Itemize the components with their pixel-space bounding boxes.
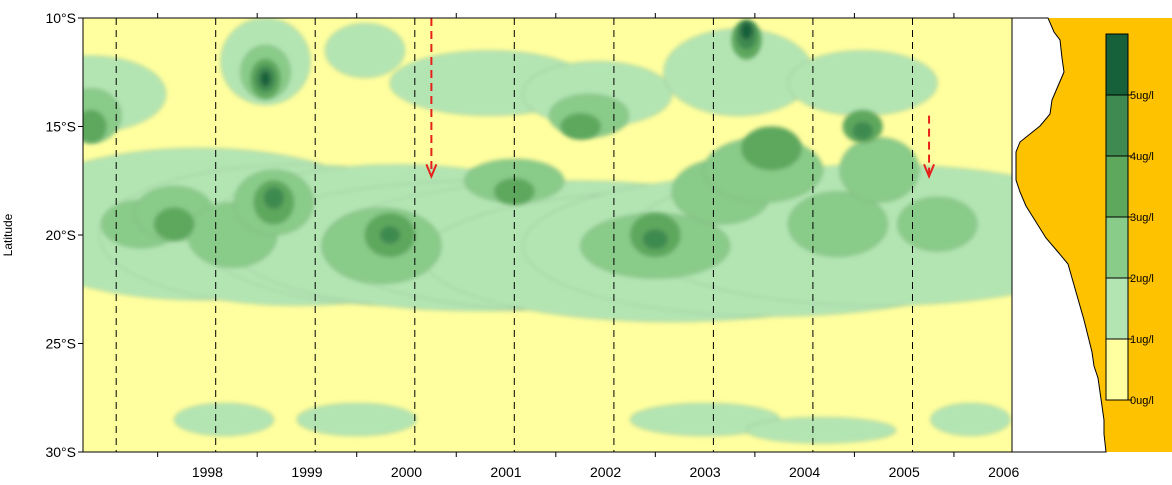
colorbar-label: 0ug/l [1130, 395, 1154, 407]
colorbar-label: 3ug/l [1130, 212, 1154, 224]
contour-layer [83, 18, 1012, 444]
year-boundary-lines [115, 18, 913, 452]
arrow-head [923, 164, 935, 180]
colorbar-swatch [1105, 155, 1129, 218]
y-tick-label: 20°S [45, 227, 76, 243]
contour-region [173, 402, 275, 437]
contour-level-5 [260, 21, 753, 87]
contour-region [740, 21, 753, 40]
colorbar-swatch [1105, 216, 1129, 279]
x-tick-label: 2004 [789, 464, 820, 480]
colorbar-legend: 0ug/l 1ug/l 2ug/l 3ug/l 4ug/l 5ug/l [1105, 33, 1154, 407]
colorbar-swatch [1105, 33, 1129, 96]
contour-region [560, 113, 601, 140]
arrow-head [425, 164, 438, 180]
contour-level-2 [83, 44, 978, 285]
y-axis-label: Latitude [1, 213, 15, 256]
contour-region [379, 226, 401, 245]
x-tick-label: 2005 [889, 464, 920, 480]
y-tick-label: 10°S [45, 10, 76, 26]
x-tick-label: 2001 [490, 464, 521, 480]
colorbar-swatch [1105, 277, 1129, 340]
contour-region [260, 70, 271, 87]
contour-region [263, 187, 285, 210]
x-tick-label: 2003 [690, 464, 721, 480]
map-ocean [1011, 17, 1107, 453]
contour-region [839, 137, 920, 203]
x-tick-label: 2006 [988, 464, 1019, 480]
y-tick-label: 25°S [45, 336, 76, 352]
contour-region [930, 402, 1011, 437]
y-axis: 10°S 15°S 20°S 25°S 30°S [45, 10, 83, 460]
y-tick-label: 30°S [45, 444, 76, 460]
colorbar-swatch [1105, 94, 1129, 157]
colorbar-label: 1ug/l [1130, 334, 1154, 346]
coastline-map [1011, 17, 1172, 453]
contour-region [741, 126, 802, 171]
contour-region [324, 23, 406, 78]
colorbar-label: 2ug/l [1130, 273, 1154, 285]
contour-region [642, 229, 668, 250]
y-tick-label: 15°S [45, 119, 76, 135]
x-tick-label: 1998 [192, 464, 223, 480]
colorbar-label: 4ug/l [1130, 151, 1154, 163]
contour-region [852, 121, 874, 140]
contour-region [154, 207, 195, 241]
x-tick-label: 2000 [391, 464, 422, 480]
contour-region [83, 109, 107, 144]
x-tick-label: 1999 [291, 464, 322, 480]
x-tick-label: 2002 [590, 464, 621, 480]
contour-region [787, 50, 938, 116]
x-axis: 1998 1999 2000 2001 2002 2003 2004 2005 2006 [157, 13, 1019, 480]
contour-region [897, 196, 978, 252]
arrow-layer [425, 18, 935, 180]
contour-region [296, 402, 417, 437]
colorbar-label: 5ug/l [1130, 90, 1154, 102]
colorbar-swatch [1105, 338, 1129, 401]
contour-region [746, 416, 897, 444]
